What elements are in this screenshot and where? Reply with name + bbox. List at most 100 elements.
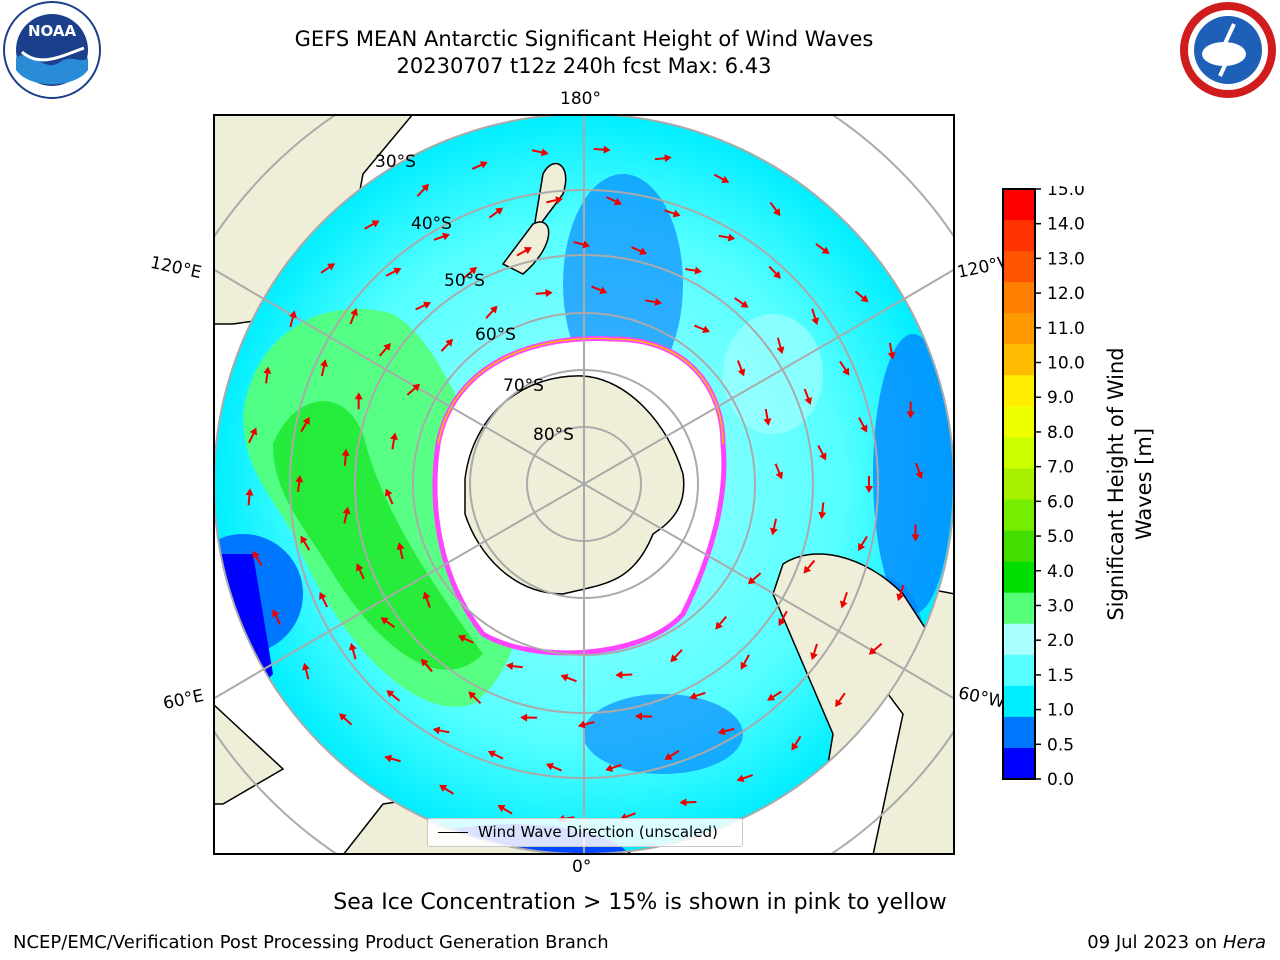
colorbar-band (1003, 623, 1035, 656)
footer-credit: NCEP/EMC/Verification Post Processing Pr… (13, 932, 609, 953)
wind-wave-arrow (670, 649, 683, 663)
colorbar-band (1003, 530, 1035, 563)
wind-wave-arrow (342, 506, 351, 524)
wind-wave-arrow (505, 662, 523, 671)
wind-wave-arrow (380, 617, 396, 628)
wind-wave-arrow (736, 360, 746, 377)
colorbar-title: Significant Height of Wind Waves [m] (1104, 347, 1156, 621)
wind-wave-arrow (631, 246, 648, 255)
wind-wave-arrow (593, 145, 611, 154)
wind-wave-arrow (763, 408, 772, 426)
colorbar-band (1003, 499, 1035, 532)
wind-wave-arrow (887, 342, 896, 360)
wind-wave-arrow (810, 643, 818, 661)
wind-wave-arrow (615, 670, 633, 679)
wind-wave-arrow (606, 196, 622, 206)
wind-wave-arrow (349, 642, 357, 660)
wind-wave-arrow (817, 444, 827, 461)
colorbar-tick-label: 2.0 (1047, 631, 1074, 651)
wind-wave-arrow (768, 265, 781, 279)
wind-wave-arrow (406, 383, 421, 396)
colorbar-bands (1003, 189, 1035, 780)
legend-label: Wind Wave Direction (unscaled) (478, 823, 718, 841)
wind-wave-arrow (718, 233, 736, 242)
legend-line-icon (438, 832, 468, 833)
wind-wave-arrow (546, 196, 564, 205)
wind-wave-arrow (835, 692, 846, 708)
wind-wave-arrow (803, 559, 816, 574)
wind-wave-arrow (715, 615, 728, 630)
colorbar-tick-label: 7.0 (1047, 458, 1074, 478)
wind-wave-arrow (356, 563, 365, 580)
colorbar-tick-label: 4.0 (1047, 562, 1074, 582)
chart-subtitle: 20230707 t12z 240h fcst Max: 6.43 (396, 54, 772, 78)
colorbar-tick-label: 1.0 (1047, 701, 1074, 721)
antarctica (464, 375, 685, 595)
wind-wave-arrow (252, 550, 263, 566)
colorbar-band (1003, 344, 1035, 376)
wind-wave-arrow (776, 337, 785, 355)
colorbar-tick-label: 9.0 (1047, 388, 1074, 408)
lon-label-60e: 60°E (161, 685, 206, 715)
wind-wave-arrow (915, 462, 924, 480)
wind-wave-arrow (573, 240, 591, 249)
lat-label-40s: 40°S (411, 214, 452, 234)
wind-wave-arrow (420, 658, 433, 673)
wind-wave-arrow (791, 735, 802, 751)
wind-wave-arrow (911, 524, 920, 542)
wind-wave-arrow (605, 763, 622, 772)
wind-wave-arrow (654, 154, 672, 163)
colorbar-band (1003, 406, 1035, 439)
wind-wave-arrow (300, 535, 311, 551)
wind-wave-arrow (432, 726, 450, 735)
wind-wave-arrow (364, 220, 380, 230)
wind-wave-arrow (422, 591, 431, 608)
wind-wave-arrows (245, 145, 924, 823)
wind-wave-arrow (384, 754, 401, 763)
colorbar-band (1003, 685, 1035, 718)
wind-wave-arrow (679, 798, 697, 807)
wind-wave-arrow (349, 308, 358, 325)
lat-label-50s: 50°S (444, 271, 485, 291)
wind-wave-arrow (440, 338, 454, 352)
lon-label-0: 0° (572, 857, 592, 877)
wind-wave-arrow (664, 209, 681, 218)
colorbar: 15.0 14.0 13.0 12.0 11.0 10.0 9.0 8.0 7.0 6.0 5.0 4… (1002, 186, 1085, 786)
wind-wave-arrow (497, 804, 513, 815)
lon-label-60w: 60°W (956, 683, 1007, 713)
colorbar-frame (1002, 188, 1036, 780)
wind-wave-arrow (736, 774, 753, 783)
chart-title: GEFS MEAN Antarctic Significant Height o… (294, 27, 874, 51)
wind-wave-arrow (577, 720, 595, 729)
wind-wave-arrow (694, 324, 711, 334)
nws-logo (1180, 2, 1276, 98)
colorbar-tick-label: 5.0 (1047, 527, 1074, 547)
colorbar-tick-label: 13.0 (1047, 249, 1085, 269)
colorbar-ticks: 15.0 14.0 13.0 12.0 11.0 10.0 9.0 8.0 7.0 6.0 5.0 4… (1035, 186, 1085, 786)
wind-wave-arrow (713, 173, 730, 183)
wind-wave-arrow (433, 232, 450, 241)
wind-wave-arrow (740, 654, 750, 670)
wind-wave-arrow (854, 290, 869, 303)
lon-label-180: 180° (560, 89, 601, 109)
wind-wave-arrow (319, 591, 329, 608)
colorbar-band (1003, 561, 1035, 594)
colorbar-tick-label: 15.0 (1047, 186, 1085, 200)
colorbar-tick-label: 0.5 (1047, 735, 1074, 755)
wind-wave-arrow (803, 388, 812, 405)
wind-wave-arrow (769, 201, 781, 217)
wind-wave-arrow (689, 691, 706, 700)
colorbar-band (1003, 282, 1035, 314)
wind-wave-arrow (338, 713, 353, 726)
wind-wave-arrow (811, 308, 820, 326)
wind-wave-arrow (248, 427, 257, 444)
map-frame (213, 114, 955, 855)
wind-wave-arrow (858, 417, 868, 433)
wind-wave-arrow (520, 713, 538, 722)
wind-wave-arrow (245, 488, 254, 506)
wind-wave-arrow (295, 475, 304, 493)
wind-wave-arrow (488, 207, 504, 219)
wind-wave-arrow (531, 148, 549, 157)
wind-wave-arrow (341, 448, 350, 466)
wind-wave-arrow (468, 691, 482, 705)
